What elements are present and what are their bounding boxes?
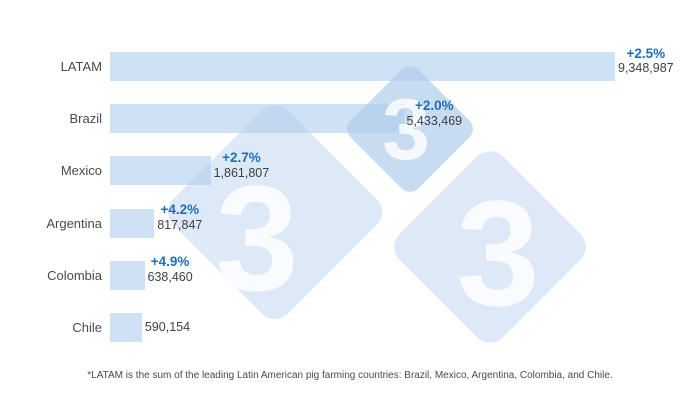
value-label: 9,348,987 [618, 61, 674, 76]
value-bar [110, 156, 211, 186]
change-percent-label: +2.5% [626, 45, 666, 61]
footnote: *LATAM is the sum of the leading Latin A… [87, 370, 613, 381]
change-percent-label: +4.2% [160, 202, 200, 218]
change-percent-label: +2.0% [414, 97, 454, 113]
value-label: 5,433,469 [406, 113, 463, 128]
value-labels: +2.7% 1,861,807 [213, 149, 270, 181]
value-labels: +4.9% 638,460 [148, 255, 193, 285]
value-bar [110, 260, 145, 290]
category-label: Colombia [47, 267, 102, 283]
value-bar [110, 208, 155, 238]
category-label: Chile [72, 320, 102, 335]
category-label: Mexico [60, 163, 102, 179]
value-labels: +2.0% 5,433,469 [406, 97, 463, 129]
category-label: Brazil [69, 111, 102, 127]
category-label: Argentina [46, 215, 102, 231]
change-percent-label: +2.7% [222, 149, 261, 165]
value-labels: +2.5% 9,348,987 [618, 45, 674, 77]
value-bar [110, 313, 142, 342]
value-bar [110, 104, 404, 134]
bar-row: Brazil +2.0% 5,433,469 [0, 98, 700, 134]
bar-row: Argentina +4.2% 817,847 [0, 202, 700, 238]
bar-row: Chile 590,154 [0, 313, 700, 342]
value-label: 590,154 [144, 320, 191, 334]
value-labels: +4.2% 817,847 [157, 202, 203, 233]
bar-row: Mexico +2.7% 1,861,807 [0, 150, 700, 186]
value-label: 638,460 [147, 270, 193, 285]
value-label: 817,847 [157, 218, 203, 233]
value-bar [110, 52, 615, 81]
bar-row: LATAM +2.5% 9,348,987 [0, 46, 700, 81]
value-label: 1,861,807 [213, 165, 270, 180]
change-percent-label: +4.9% [150, 254, 190, 270]
value-labels: 590,154 [145, 320, 190, 335]
watermark-3-glyph: 3 [456, 169, 540, 337]
category-label: LATAM [60, 59, 102, 74]
bar-row: Colombia +4.9% 638,460 [0, 255, 700, 290]
